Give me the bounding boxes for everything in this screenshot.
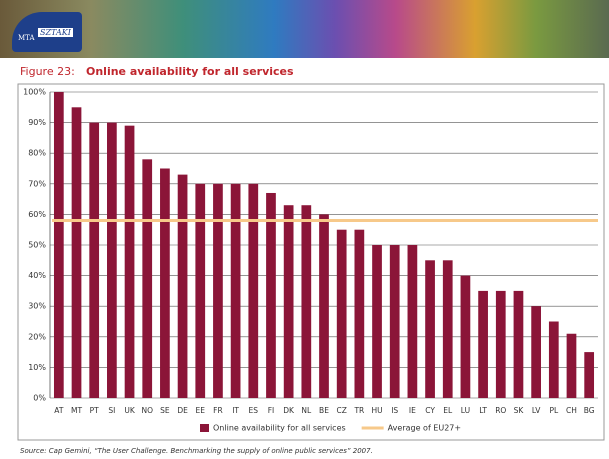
bar — [354, 229, 365, 398]
x-tick-label: DE — [177, 406, 188, 415]
x-tick-label: BG — [584, 406, 595, 415]
x-tick-label: EL — [443, 406, 453, 415]
bar — [283, 205, 294, 398]
bar — [460, 275, 471, 398]
x-tick-label: IE — [409, 406, 416, 415]
y-tick-label: 100% — [23, 88, 46, 97]
bar — [336, 229, 347, 398]
y-tick-label: 40% — [28, 271, 46, 280]
x-tick-label: RO — [495, 406, 506, 415]
y-tick-label: 80% — [28, 149, 46, 158]
bar — [389, 245, 400, 398]
bar — [71, 107, 82, 399]
bar — [301, 205, 312, 398]
x-tick-label: LU — [461, 406, 470, 415]
bar — [495, 290, 506, 398]
bar — [142, 159, 153, 398]
bar — [407, 245, 418, 398]
bar — [548, 321, 559, 398]
y-tick-label: 90% — [28, 118, 46, 127]
x-tick-label: CH — [566, 406, 577, 415]
y-tick-label: 20% — [28, 332, 46, 341]
x-tick-label: UK — [124, 406, 135, 415]
chart-frame — [17, 83, 605, 441]
y-tick-label: 30% — [28, 302, 46, 311]
bar — [266, 192, 276, 398]
logo-text: MTA — [18, 34, 35, 42]
x-tick-label: SE — [160, 406, 170, 415]
y-tick-label: 60% — [28, 210, 46, 219]
x-tick-label: AT — [54, 406, 64, 415]
x-tick-label: IT — [232, 406, 239, 415]
bar — [53, 92, 64, 398]
legend-swatch — [200, 424, 209, 432]
legend-label: Online availability for all services — [213, 424, 346, 433]
x-tick-label: FI — [268, 406, 275, 415]
figure-label: Figure 23: — [20, 65, 75, 78]
bar — [177, 174, 188, 398]
bar — [319, 214, 329, 398]
x-tick-label: PL — [549, 406, 559, 415]
bar — [513, 290, 524, 398]
x-tick-label: IS — [391, 406, 398, 415]
x-tick-label: MT — [71, 406, 82, 415]
x-tick-label: NL — [301, 406, 312, 415]
x-tick-label: FR — [213, 406, 223, 415]
x-tick-label: LT — [479, 406, 487, 415]
x-tick-label: HU — [371, 406, 382, 415]
bar — [372, 245, 382, 398]
x-tick-label: EE — [196, 406, 206, 415]
x-tick-label: TR — [353, 406, 364, 415]
bar — [195, 183, 206, 398]
bar — [160, 168, 170, 398]
bar — [89, 122, 100, 398]
x-tick-label: LV — [532, 406, 541, 415]
y-tick-label: 50% — [28, 241, 46, 250]
bar — [107, 122, 117, 398]
x-tick-label: CY — [425, 406, 435, 415]
x-tick-label: SK — [514, 406, 525, 415]
y-tick-label: 70% — [28, 179, 46, 188]
x-tick-label: NO — [141, 406, 153, 415]
x-tick-label: ES — [249, 406, 259, 415]
bar — [248, 183, 259, 398]
banner: MTA SZTAKI — [0, 0, 609, 58]
logo-text: SZTAKI — [38, 28, 73, 37]
y-tick-label: 0% — [33, 394, 46, 403]
bar — [442, 260, 453, 398]
x-tick-label: SI — [108, 406, 115, 415]
chart-title: Online availability for all services — [86, 65, 294, 78]
x-tick-label: DK — [283, 406, 295, 415]
logo: MTA SZTAKI — [12, 12, 82, 52]
bar — [478, 290, 488, 398]
x-tick-label: CZ — [336, 406, 346, 415]
legend-label: Average of EU27+ — [388, 424, 461, 433]
x-tick-label: BE — [319, 406, 329, 415]
bar — [213, 183, 223, 398]
y-tick-label: 10% — [28, 363, 46, 372]
bar — [566, 333, 577, 398]
bar — [124, 125, 135, 398]
x-tick-label: PT — [90, 406, 100, 415]
bar — [425, 260, 435, 398]
bar — [531, 306, 541, 398]
bar — [584, 352, 595, 398]
source: Source: Cap Gemini, “The User Challenge.… — [20, 447, 373, 455]
bar — [230, 183, 241, 398]
